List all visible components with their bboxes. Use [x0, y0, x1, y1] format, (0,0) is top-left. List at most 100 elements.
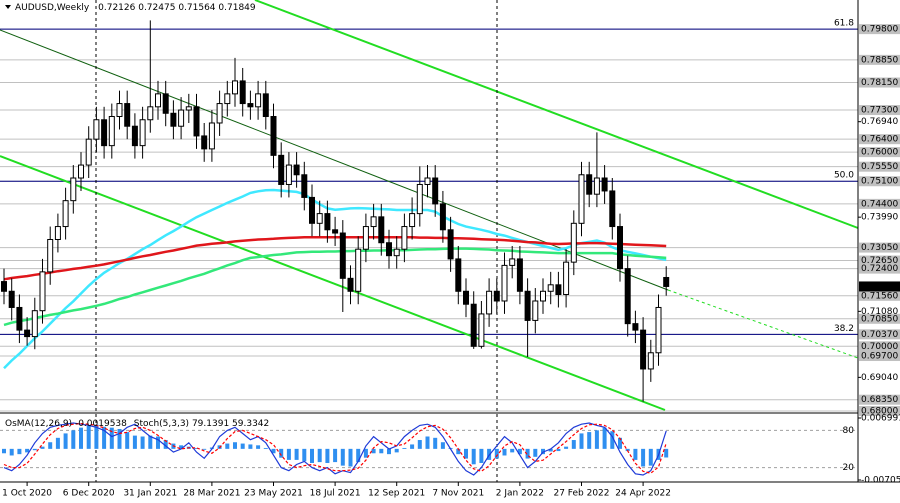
chart-header: AUDUSD,Weekly 0.72126 0.72475 0.71564 0.…	[15, 3, 256, 13]
candle-body	[108, 116, 115, 147]
osma-bar	[602, 427, 607, 449]
candle-body	[493, 290, 500, 302]
osma-bar	[394, 448, 399, 453]
candle-body	[101, 119, 108, 147]
osma-bar	[310, 448, 314, 463]
osma-bar	[240, 443, 245, 449]
candle-body	[524, 290, 531, 321]
osma-bar	[333, 448, 338, 463]
candle-body	[447, 229, 454, 260]
candle-body	[185, 106, 192, 111]
candle-body	[162, 93, 169, 114]
osma-bar	[641, 448, 646, 467]
high-value: 0.72475	[138, 3, 175, 13]
candle-body	[239, 80, 246, 105]
osma-bar	[71, 430, 76, 449]
osma-bar	[225, 443, 230, 449]
price-tag: 0.71849	[861, 282, 898, 292]
candle-body	[647, 352, 654, 370]
osma-bar	[664, 448, 669, 458]
x-tick-label: 27 Feb 2022	[553, 489, 609, 499]
osma-bar	[40, 446, 45, 449]
y-tick-label: 0.71080	[861, 307, 898, 317]
x-tick-label: 18 Jul 2021	[310, 489, 361, 499]
osma-bar	[618, 437, 622, 449]
candle-body	[339, 232, 346, 279]
trend-line	[0, 155, 666, 411]
level-label-box	[859, 161, 900, 172]
candle-body	[386, 242, 392, 257]
osma-bar	[356, 448, 361, 463]
price-panel: 1 Oct 2020 6 Dec 2020 31 Jan 2021 28 Mar 20…	[1, 20, 900, 499]
osma-bar	[302, 448, 307, 462]
osma-bar	[548, 448, 553, 452]
candle-body	[216, 103, 223, 124]
candle-body	[470, 303, 477, 347]
level-label: 0.68350	[861, 395, 898, 405]
osma-bar	[132, 435, 137, 449]
level-label-box	[859, 147, 900, 158]
osma-bar	[148, 435, 153, 449]
level-label-box	[859, 242, 900, 253]
level-label-box	[859, 329, 900, 340]
osma-bar	[510, 448, 515, 453]
candle-body	[316, 213, 323, 224]
candle-body	[39, 271, 46, 312]
candle-body	[178, 109, 185, 127]
level-label-box	[859, 406, 900, 417]
level-label: 0.75100	[861, 177, 898, 187]
level-label: 0.69700	[861, 352, 898, 362]
candle-body	[516, 258, 523, 292]
level-label: 0.79800	[861, 25, 898, 35]
osma-bar	[263, 447, 268, 449]
osma-bar	[140, 436, 145, 449]
x-tick-label: 7 Nov 2021	[432, 489, 484, 499]
level-label-box	[859, 394, 900, 405]
osma-bar	[55, 437, 60, 449]
osma-bar	[633, 448, 638, 460]
candle-body	[147, 106, 154, 121]
x-tick-label: 24 Apr 2022	[615, 489, 671, 499]
y-tick-label: 0.006991	[861, 414, 900, 424]
levels: 0.79800 0.78850 0.78150 0.77300 0.76400 0.760…	[0, 19, 900, 417]
candle-body	[16, 306, 23, 331]
candle-body	[532, 300, 539, 321]
level-label: 0.78150	[861, 78, 898, 88]
level-label-box	[859, 176, 900, 187]
osma-bar	[556, 448, 561, 452]
price-tag-box	[859, 281, 900, 292]
trend-line	[254, 0, 859, 229]
y2-tick-label: 20	[843, 463, 855, 473]
level-label: 0.72650	[861, 256, 898, 266]
stochastic-line	[3, 422, 667, 474]
candle-body	[78, 164, 84, 179]
level-label: 0.77300	[861, 106, 898, 116]
osma-bar	[571, 440, 576, 449]
osma-bar	[464, 448, 468, 459]
y-tick-label: 0.73990	[861, 213, 898, 223]
level-label-box	[859, 255, 900, 266]
osma-bar	[502, 448, 507, 456]
y-tick-label: 0.76940	[861, 117, 898, 127]
low-value: 0.71564	[178, 3, 215, 13]
candle-body	[47, 238, 54, 273]
x-tick-label: 31 Jan 2021	[123, 489, 177, 499]
level-label-box	[859, 351, 900, 362]
level-label: 0.70850	[861, 314, 898, 324]
stochastic-line	[3, 422, 667, 476]
level-label: 0.78850	[861, 55, 898, 65]
y-tick-label: 0.69040	[861, 373, 898, 383]
osma-bar	[387, 448, 391, 455]
osma-bar	[9, 448, 14, 456]
stoch-signal-value: 59.3342	[232, 419, 269, 429]
candle-body	[640, 329, 647, 370]
menu-icon[interactable]	[5, 5, 11, 9]
osma-bar	[163, 440, 168, 449]
osma-bar	[594, 430, 599, 449]
candle-body	[509, 258, 516, 266]
level-label: 0.71560	[861, 291, 898, 301]
osma-bar	[194, 447, 199, 449]
candle-body	[285, 164, 292, 185]
oscillator-panel: 0.006991 -0.007056 80 20	[0, 414, 900, 486]
candle-body	[201, 135, 208, 150]
